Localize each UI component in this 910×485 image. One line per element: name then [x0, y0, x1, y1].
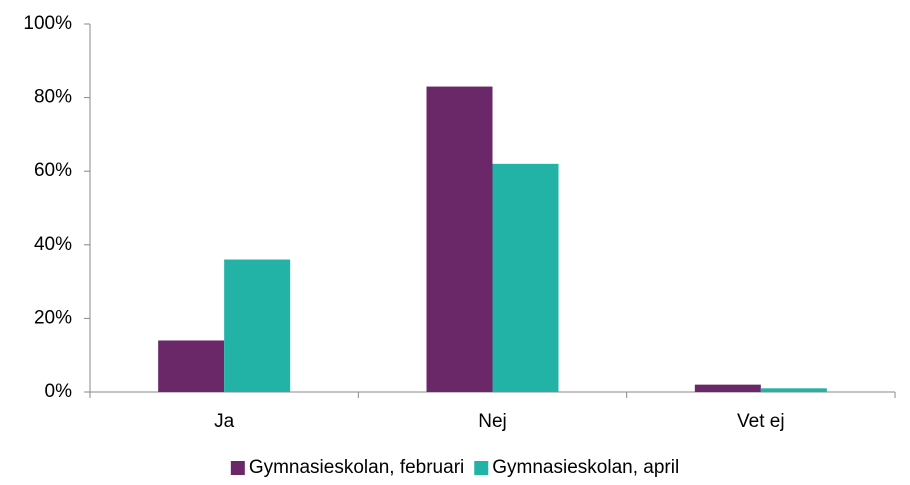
y-tick-label: 80% [34, 87, 72, 108]
y-tick-label: 40% [34, 234, 72, 255]
legend-label: Gymnasieskolan, april [492, 457, 679, 478]
bar [760, 388, 827, 392]
x-tick-label: Ja [214, 411, 235, 432]
legend-swatch [230, 461, 245, 475]
y-tick-label: 0% [45, 381, 73, 402]
x-tick-label: Nej [478, 411, 507, 432]
legend-label: Gymnasieskolan, februari [249, 457, 464, 478]
bar [694, 384, 761, 392]
y-tick-label: 100% [23, 13, 72, 34]
x-tick-label: Vet ej [737, 411, 785, 432]
bar [426, 86, 493, 392]
bar [158, 340, 225, 392]
y-tick-label: 20% [34, 307, 72, 328]
legend-swatch [474, 461, 489, 475]
y-tick-label: 60% [34, 160, 72, 181]
bar [492, 163, 559, 392]
bar [224, 259, 291, 392]
